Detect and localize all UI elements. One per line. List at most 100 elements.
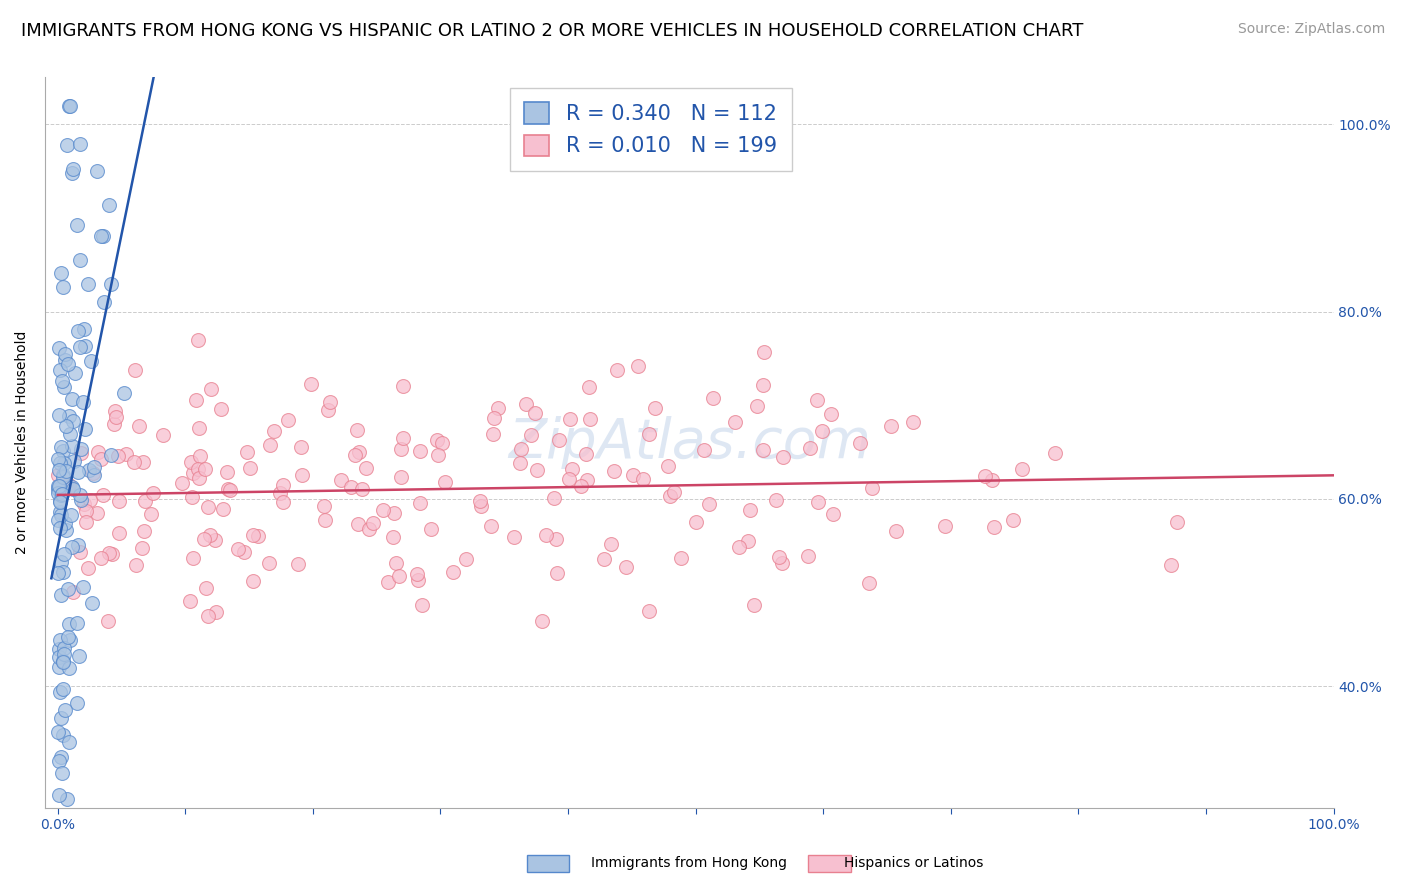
Point — [188, 449, 211, 463]
Point — [90, 551, 112, 566]
Point — [46, 482, 69, 496]
Point — [51, 374, 73, 388]
Point — [671, 551, 693, 566]
Point — [263, 425, 285, 439]
Point — [46, 468, 69, 483]
Point — [58, 661, 80, 675]
Point — [1043, 446, 1066, 460]
Point — [685, 515, 707, 529]
Point — [361, 516, 384, 531]
Point — [697, 497, 720, 511]
Point — [98, 198, 121, 212]
Text: Hispanics or Latinos: Hispanics or Latinos — [844, 855, 983, 870]
Point — [204, 533, 226, 547]
Point — [273, 478, 295, 492]
Point — [60, 508, 83, 523]
Point — [49, 588, 72, 602]
Point — [218, 483, 240, 498]
Point — [614, 560, 637, 574]
Point — [60, 439, 83, 453]
Point — [659, 489, 682, 503]
Point — [69, 446, 91, 460]
Point — [98, 546, 121, 560]
Point — [104, 404, 127, 418]
Point — [56, 630, 79, 644]
Point — [132, 455, 155, 469]
Point — [59, 98, 82, 112]
Point — [125, 558, 148, 573]
Point — [575, 447, 598, 461]
Point — [603, 464, 626, 478]
Point — [621, 467, 644, 482]
Point — [212, 501, 235, 516]
Point — [56, 791, 79, 805]
Point — [312, 499, 335, 513]
Point — [49, 266, 72, 280]
Point — [901, 415, 924, 429]
Point — [46, 725, 69, 739]
Point — [112, 385, 135, 400]
Point — [86, 163, 108, 178]
Point — [728, 541, 751, 555]
Point — [752, 443, 775, 458]
Point — [235, 445, 257, 459]
Point — [820, 407, 842, 421]
Point — [392, 431, 415, 445]
Point — [273, 494, 295, 508]
Point — [737, 533, 759, 548]
Point — [983, 519, 1005, 533]
Point — [318, 402, 340, 417]
Point — [60, 480, 83, 494]
Point — [526, 462, 548, 476]
Point — [48, 642, 70, 657]
Point — [389, 470, 412, 484]
Point — [75, 515, 97, 529]
Point — [48, 478, 70, 492]
Point — [46, 452, 69, 467]
Point — [180, 455, 202, 469]
Point — [69, 137, 91, 152]
Point — [1166, 515, 1188, 529]
Point — [181, 467, 204, 481]
Point — [52, 380, 75, 394]
Point — [509, 456, 531, 470]
Point — [350, 482, 373, 496]
Point — [569, 479, 592, 493]
Point — [797, 549, 820, 564]
Point — [432, 435, 454, 450]
Point — [49, 488, 72, 502]
Point — [745, 399, 768, 413]
Point — [46, 513, 69, 527]
Point — [46, 566, 69, 580]
Point — [343, 448, 366, 462]
Point — [48, 463, 70, 477]
Point — [48, 408, 70, 422]
Point — [290, 468, 312, 483]
Point — [740, 502, 762, 516]
Point — [101, 548, 124, 562]
Text: Immigrants from Hong Kong: Immigrants from Hong Kong — [591, 855, 786, 870]
Point — [77, 277, 100, 291]
Point — [339, 480, 361, 494]
Point — [576, 473, 599, 487]
Point — [579, 412, 602, 426]
Point — [82, 466, 104, 480]
Point — [142, 486, 165, 500]
Point — [52, 547, 75, 561]
Point — [560, 412, 582, 426]
Point — [52, 444, 75, 458]
Text: IMMIGRANTS FROM HONG KONG VS HISPANIC OR LATINO 2 OR MORE VEHICLES IN HOUSEHOLD : IMMIGRANTS FROM HONG KONG VS HISPANIC OR… — [21, 22, 1084, 40]
Point — [811, 424, 834, 438]
Point — [1011, 461, 1033, 475]
Point — [48, 754, 70, 768]
Point — [51, 555, 73, 569]
Point — [546, 566, 568, 581]
Point — [66, 538, 89, 552]
Point — [354, 461, 377, 475]
Point — [187, 421, 209, 435]
Point — [52, 681, 75, 696]
Legend: R = 0.340   N = 112, R = 0.010   N = 199: R = 0.340 N = 112, R = 0.010 N = 199 — [509, 87, 792, 171]
Point — [49, 710, 72, 724]
Point — [58, 98, 80, 112]
Point — [83, 460, 105, 475]
